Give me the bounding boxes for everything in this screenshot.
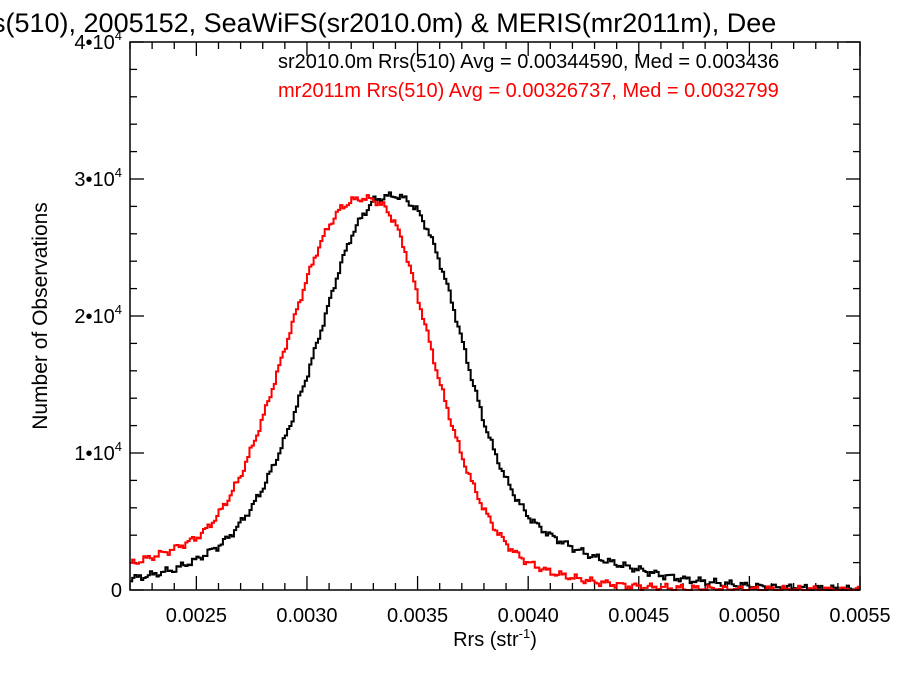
chart-title: s(510), 2005152, SeaWiFS(sr2010.0m) & ME… [0, 8, 776, 38]
x-tick-label: 0.0030 [276, 605, 337, 627]
x-axis-label-exponent: -1 [519, 626, 531, 641]
y-axis-label: Number of Observations [29, 202, 52, 430]
y-tick-label-base: 0 [111, 580, 122, 602]
series-group [130, 191, 860, 591]
y-tick-label: 2•104 [74, 302, 122, 328]
x-tick-label: 0.0040 [498, 605, 559, 627]
x-axis-label-text: Rrs (str [453, 629, 519, 651]
x-tick-label: 0.0055 [829, 605, 890, 627]
y-tick-label-base: 2•10 [74, 306, 114, 328]
y-tick-label-exponent: 4 [115, 439, 122, 454]
plot-frame [129, 41, 861, 591]
y-tick-label-exponent: 4 [115, 302, 122, 317]
axis-ticks [129, 41, 861, 591]
x-tick-label: 0.0025 [166, 605, 227, 627]
x-tick-label: 0.0035 [387, 605, 448, 627]
y-tick-label: 3•104 [74, 165, 122, 191]
stats-annotation-red: mr2011m Rrs(510) Avg = 0.00326737, Med =… [278, 80, 779, 102]
y-tick-label-exponent: 4 [115, 165, 122, 180]
x-axis-label: Rrs (str-1) [453, 626, 537, 651]
y-tick-label: 1•104 [74, 439, 122, 465]
series-line-red [130, 194, 860, 591]
y-tick-label-exponent: 4 [115, 28, 122, 43]
y-tick-label-base: 4•10 [74, 32, 114, 54]
x-axis-label-close: ) [530, 629, 537, 651]
x-tick-labels: 0.0025 0.0030 0.0035 0.0040 0.0045 0.0050 0.00… [166, 605, 891, 627]
x-tick-label: 0.0050 [719, 605, 780, 627]
y-tick-label-base: 3•10 [74, 169, 114, 191]
y-tick-label: 4•104 [74, 28, 122, 54]
y-tick-label-base: 1•10 [74, 443, 114, 465]
x-tick-label: 0.0045 [608, 605, 669, 627]
series-line-black [130, 191, 860, 591]
y-tick-label: 0 [111, 580, 122, 602]
stats-annotation-black: sr2010.0m Rrs(510) Avg = 0.00344590, Med… [278, 51, 779, 73]
